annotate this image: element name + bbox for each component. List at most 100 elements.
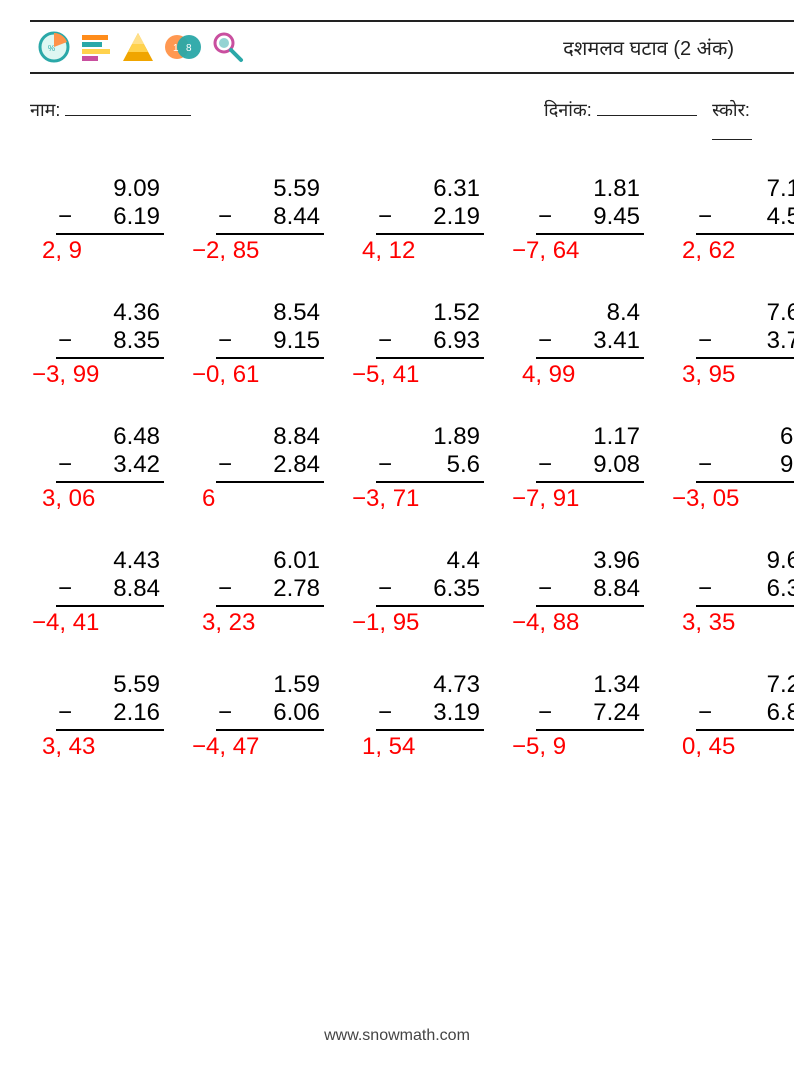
subtrahend: 9. bbox=[698, 451, 794, 479]
problem-cell: 1.17−9.08−7, 91 bbox=[510, 421, 670, 545]
minuend: 6.48 bbox=[58, 423, 160, 451]
triangle-icon bbox=[120, 29, 156, 65]
problem-cell: 8.54−9.15−0, 61 bbox=[190, 297, 350, 421]
problem-cell: 1.81−9.45−7, 64 bbox=[510, 173, 670, 297]
subtrahend: 9.45 bbox=[538, 203, 640, 231]
answer: 3, 35 bbox=[670, 609, 735, 637]
answer: −3, 05 bbox=[670, 485, 739, 513]
problem-cell: 6.48−3.423, 06 bbox=[30, 421, 190, 545]
problem-cell: 4.4−6.35−1, 95 bbox=[350, 545, 510, 669]
minuend: 1.34 bbox=[538, 671, 640, 699]
rule-line bbox=[536, 233, 644, 235]
answer: −2, 85 bbox=[190, 237, 259, 265]
name-blank bbox=[65, 98, 191, 116]
minuend: 4.36 bbox=[58, 299, 160, 327]
score-blank bbox=[712, 122, 752, 140]
problem-cell: 7.1−4.52, 62 bbox=[670, 173, 794, 297]
answer: 2, 62 bbox=[670, 237, 735, 265]
minuend: 9.09 bbox=[58, 175, 160, 203]
problem-cell: 1.89−5.6−3, 71 bbox=[350, 421, 510, 545]
pie-chart-icon: % bbox=[36, 29, 72, 65]
answer: −3, 71 bbox=[350, 485, 419, 513]
answer: 3, 06 bbox=[30, 485, 95, 513]
rule-line bbox=[696, 729, 794, 731]
rule-line bbox=[696, 357, 794, 359]
rule-line bbox=[536, 481, 644, 483]
rule-line bbox=[536, 357, 644, 359]
subtrahend: 2.78 bbox=[218, 575, 320, 603]
minuend: 8.4 bbox=[538, 299, 640, 327]
svg-text:8: 8 bbox=[186, 43, 192, 54]
minuend: 5.59 bbox=[218, 175, 320, 203]
rule-line bbox=[696, 605, 794, 607]
minuend: 1.59 bbox=[218, 671, 320, 699]
subtrahend: 6.3 bbox=[698, 575, 794, 603]
problem-cell: 6.−9.−3, 05 bbox=[670, 421, 794, 545]
problem-cell: 6.01−2.783, 23 bbox=[190, 545, 350, 669]
minuend: 4.73 bbox=[378, 671, 480, 699]
subtrahend: 2.84 bbox=[218, 451, 320, 479]
problem-cell: 5.59−2.163, 43 bbox=[30, 669, 190, 793]
rule-line bbox=[376, 233, 484, 235]
subtrahend: 9.15 bbox=[218, 327, 320, 355]
answer: −0, 61 bbox=[190, 361, 259, 389]
problem-cell: 4.36−8.35−3, 99 bbox=[30, 297, 190, 421]
bar-chart-icon bbox=[78, 29, 114, 65]
rule-line bbox=[696, 481, 794, 483]
date-blank bbox=[597, 98, 697, 116]
problems-grid: 9.09−6.192, 95.59−8.44−2, 856.31−2.194, … bbox=[30, 173, 794, 793]
subtrahend: 8.44 bbox=[218, 203, 320, 231]
minuend: 8.54 bbox=[218, 299, 320, 327]
rule-line bbox=[56, 481, 164, 483]
header-icons: % 1 8 bbox=[30, 29, 246, 65]
minuend: 1.81 bbox=[538, 175, 640, 203]
subtrahend: 6.06 bbox=[218, 699, 320, 727]
rule-line bbox=[216, 605, 324, 607]
subtrahend: 6.93 bbox=[378, 327, 480, 355]
footer: www.snowmath.com bbox=[0, 1027, 794, 1045]
minuend: 5.59 bbox=[58, 671, 160, 699]
subtrahend: 7.24 bbox=[538, 699, 640, 727]
answer: −7, 64 bbox=[510, 237, 579, 265]
rule-line bbox=[56, 605, 164, 607]
subtrahend: 3.7 bbox=[698, 327, 794, 355]
rule-line bbox=[376, 357, 484, 359]
answer: 2, 9 bbox=[30, 237, 82, 265]
subtrahend: 6.19 bbox=[58, 203, 160, 231]
subtrahend: 8.84 bbox=[58, 575, 160, 603]
problem-cell: 1.34−7.24−5, 9 bbox=[510, 669, 670, 793]
subtrahend: 2.19 bbox=[378, 203, 480, 231]
subtrahend: 6.8 bbox=[698, 699, 794, 727]
rule-line bbox=[216, 729, 324, 731]
problem-cell: 4.73−3.191, 54 bbox=[350, 669, 510, 793]
minuend: 6.01 bbox=[218, 547, 320, 575]
answer: 1, 54 bbox=[350, 733, 415, 761]
rule-line bbox=[56, 233, 164, 235]
minuend: 6. bbox=[698, 423, 794, 451]
answer: 4, 12 bbox=[350, 237, 415, 265]
minuend: 1.52 bbox=[378, 299, 480, 327]
rule-line bbox=[376, 605, 484, 607]
minuend: 1.89 bbox=[378, 423, 480, 451]
problem-cell: 4.43−8.84−4, 41 bbox=[30, 545, 190, 669]
svg-text:%: % bbox=[48, 44, 55, 53]
answer: 3, 23 bbox=[190, 609, 255, 637]
rule-line bbox=[56, 357, 164, 359]
subtrahend: 2.16 bbox=[58, 699, 160, 727]
name-label: नाम: bbox=[30, 100, 60, 120]
answer: −7, 91 bbox=[510, 485, 579, 513]
answer: 3, 43 bbox=[30, 733, 95, 761]
svg-text:1: 1 bbox=[173, 43, 179, 54]
worksheet-title: दशमलव घटाव (2 अंक) bbox=[563, 34, 734, 61]
answer: 4, 99 bbox=[510, 361, 575, 389]
subtrahend: 6.35 bbox=[378, 575, 480, 603]
rule-line bbox=[536, 605, 644, 607]
problem-cell: 9.09−6.192, 9 bbox=[30, 173, 190, 297]
subtrahend: 8.35 bbox=[58, 327, 160, 355]
meta-score: स्कोर: bbox=[712, 98, 794, 145]
minuend: 7.1 bbox=[698, 175, 794, 203]
header-bar: % 1 8 दशमलव घटाव (2 अंक) bbox=[30, 20, 794, 74]
rule-line bbox=[376, 481, 484, 483]
minuend: 3.96 bbox=[538, 547, 640, 575]
problem-cell: 9.6−6.33, 35 bbox=[670, 545, 794, 669]
